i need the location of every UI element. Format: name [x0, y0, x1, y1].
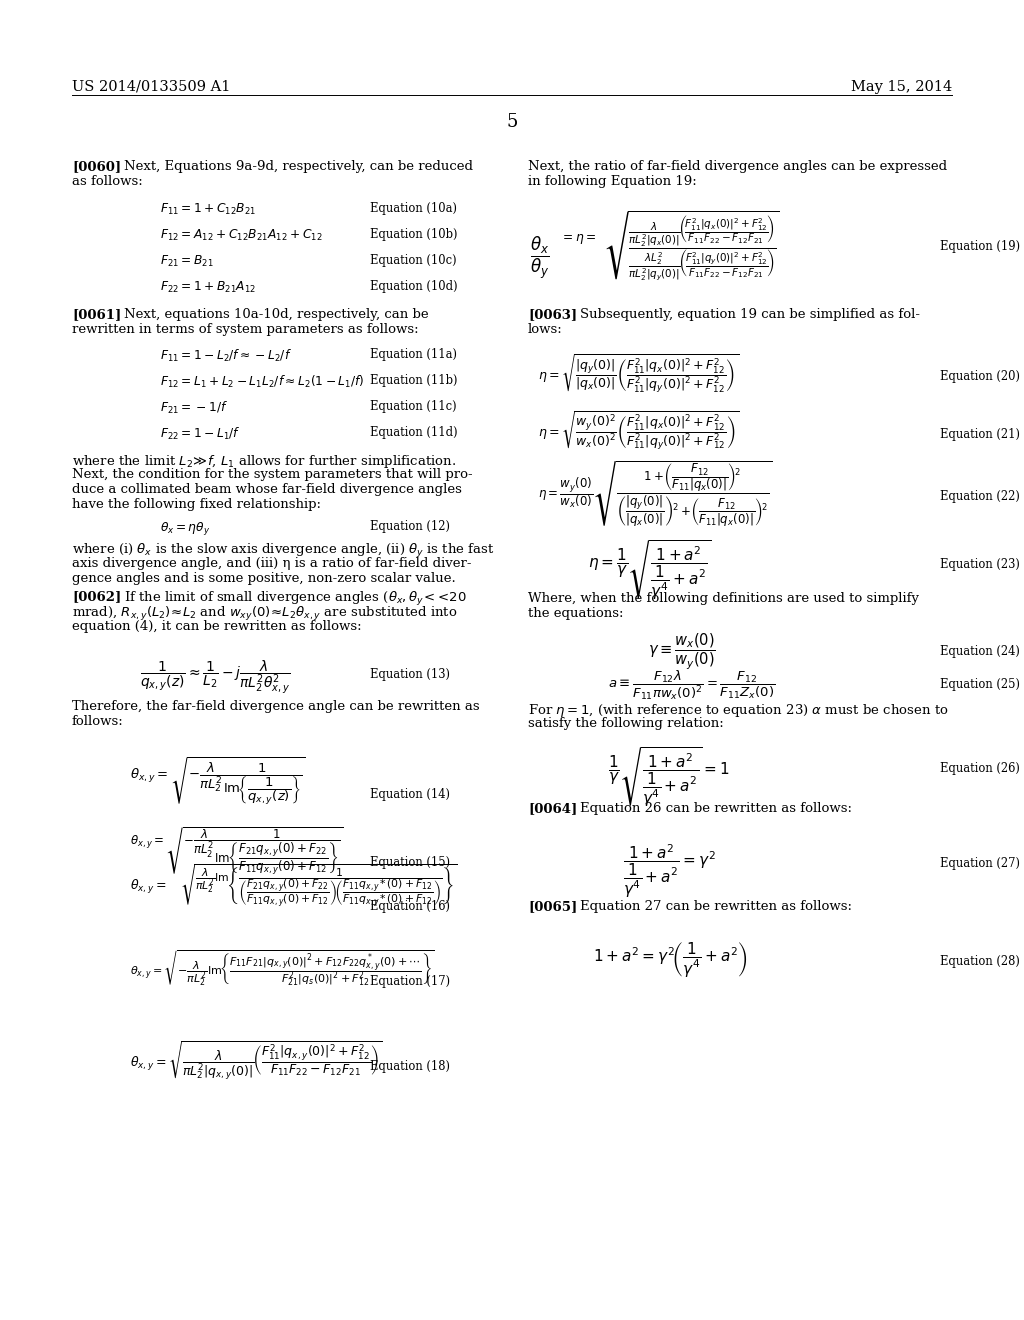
- Text: $F_{22}=1+B_{21}A_{12}$: $F_{22}=1+B_{21}A_{12}$: [160, 280, 256, 296]
- Text: $= \eta =$: $= \eta =$: [560, 232, 596, 246]
- Text: Equation (11c): Equation (11c): [370, 400, 457, 413]
- Text: Equation (11a): Equation (11a): [370, 348, 457, 360]
- Text: Next, the ratio of far-field divergence angles can be expressed: Next, the ratio of far-field divergence …: [528, 160, 947, 173]
- Text: $\dfrac{1}{q_{x,y}(z)} \approx \dfrac{1}{L_2} - j\dfrac{\lambda}{\pi L_2^2 \thet: $\dfrac{1}{q_{x,y}(z)} \approx \dfrac{1}…: [140, 657, 291, 696]
- Text: Equation (13): Equation (13): [370, 668, 450, 681]
- Text: [0062]: [0062]: [72, 590, 121, 603]
- Text: Equation (17): Equation (17): [370, 975, 451, 987]
- Text: Equation (10d): Equation (10d): [370, 280, 458, 293]
- Text: $\dfrac{1+a^2}{\dfrac{1}{\gamma^4}+a^2} = \gamma^2$: $\dfrac{1+a^2}{\dfrac{1}{\gamma^4}+a^2} …: [623, 842, 716, 900]
- Text: $\sqrt{\dfrac{\lambda}{\pi L_2^2} \mathrm{Im}\!\left\{\dfrac{1}{\left(\dfrac{F_{: $\sqrt{\dfrac{\lambda}{\pi L_2^2} \mathr…: [180, 862, 458, 909]
- Text: rewritten in terms of system parameters as follows:: rewritten in terms of system parameters …: [72, 323, 419, 337]
- Text: Equation (10a): Equation (10a): [370, 202, 457, 215]
- Text: Equation (26): Equation (26): [940, 762, 1020, 775]
- Text: equation (4), it can be rewritten as follows:: equation (4), it can be rewritten as fol…: [72, 620, 361, 634]
- Text: Next, Equations 9a-9d, respectively, can be reduced: Next, Equations 9a-9d, respectively, can…: [124, 160, 473, 173]
- Text: $F_{12}=A_{12}+C_{12}B_{21}A_{12}+C_{12}$: $F_{12}=A_{12}+C_{12}B_{21}A_{12}+C_{12}…: [160, 228, 323, 243]
- Text: follows:: follows:: [72, 715, 124, 729]
- Text: $\eta = \sqrt{\dfrac{w_y(0)^2}{w_x(0)^2}\left(\dfrac{F_{11}^2|q_x(0)|^2+F_{12}^2: $\eta = \sqrt{\dfrac{w_y(0)^2}{w_x(0)^2}…: [538, 411, 739, 451]
- Text: the equations:: the equations:: [528, 607, 624, 620]
- Text: $\theta_x=\eta\theta_y$: $\theta_x=\eta\theta_y$: [160, 520, 210, 537]
- Text: $F_{12}=L_1+L_2-L_1L_2/f\approx L_2(1-L_1/f)$: $F_{12}=L_1+L_2-L_1L_2/f\approx L_2(1-L_…: [160, 374, 365, 391]
- Text: Equation (27): Equation (27): [940, 857, 1020, 870]
- Text: Equation (10b): Equation (10b): [370, 228, 458, 242]
- Text: $\gamma \equiv \dfrac{w_x(0)}{w_y(0)}$: $\gamma \equiv \dfrac{w_x(0)}{w_y(0)}$: [648, 632, 716, 672]
- Text: Therefore, the far-field divergence angle can be rewritten as: Therefore, the far-field divergence angl…: [72, 700, 479, 713]
- Text: Next, equations 10a-10d, respectively, can be: Next, equations 10a-10d, respectively, c…: [124, 308, 429, 321]
- Text: Equation (24): Equation (24): [940, 645, 1020, 657]
- Text: $F_{22}=1-L_1/f$: $F_{22}=1-L_1/f$: [160, 426, 241, 442]
- Text: mrad), $R_{x,y}(L_2)\!\approx\!L_2$ and $w_{xy}(0)\!\approx\!L_2\theta_{x,y}$ ar: mrad), $R_{x,y}(L_2)\!\approx\!L_2$ and …: [72, 605, 458, 623]
- Text: Equation 26 can be rewritten as follows:: Equation 26 can be rewritten as follows:: [580, 803, 852, 814]
- Text: $\eta = \dfrac{1}{\gamma}\sqrt{\dfrac{1+a^2}{\dfrac{1}{\gamma^4}+a^2}}$: $\eta = \dfrac{1}{\gamma}\sqrt{\dfrac{1+…: [588, 539, 712, 602]
- Text: Equation (20): Equation (20): [940, 370, 1020, 383]
- Text: Equation (28): Equation (28): [940, 954, 1020, 968]
- Text: Subsequently, equation 19 can be simplified as fol-: Subsequently, equation 19 can be simplif…: [580, 308, 920, 321]
- Text: Equation (14): Equation (14): [370, 788, 450, 801]
- Text: [0064]: [0064]: [528, 803, 578, 814]
- Text: [0065]: [0065]: [528, 900, 578, 913]
- Text: For $\eta=1$, (with reference to equation 23) $\alpha$ must be chosen to: For $\eta=1$, (with reference to equatio…: [528, 702, 949, 719]
- Text: Equation (18): Equation (18): [370, 1060, 450, 1073]
- Text: Next, the condition for the system parameters that will pro-: Next, the condition for the system param…: [72, 469, 473, 480]
- Text: duce a collimated beam whose far-field divergence angles: duce a collimated beam whose far-field d…: [72, 483, 462, 496]
- Text: Equation (21): Equation (21): [940, 428, 1020, 441]
- Text: Equation (25): Equation (25): [940, 678, 1020, 690]
- Text: Equation (11d): Equation (11d): [370, 426, 458, 440]
- Text: Where, when the following definitions are used to simplify: Where, when the following definitions ar…: [528, 591, 919, 605]
- Text: $F_{21}=B_{21}$: $F_{21}=B_{21}$: [160, 253, 214, 269]
- Text: lows:: lows:: [528, 323, 563, 337]
- Text: Equation (10c): Equation (10c): [370, 253, 457, 267]
- Text: $F_{11}=1+C_{12}B_{21}$: $F_{11}=1+C_{12}B_{21}$: [160, 202, 256, 216]
- Text: Equation (15): Equation (15): [370, 855, 451, 869]
- Text: [0063]: [0063]: [528, 308, 578, 321]
- Text: Equation (23): Equation (23): [940, 558, 1020, 572]
- Text: US 2014/0133509 A1: US 2014/0133509 A1: [72, 81, 230, 94]
- Text: Equation (12): Equation (12): [370, 520, 450, 533]
- Text: as follows:: as follows:: [72, 176, 142, 187]
- Text: $\theta_{x,y} =$: $\theta_{x,y} =$: [130, 878, 167, 896]
- Text: [0060]: [0060]: [72, 160, 121, 173]
- Text: Equation (19): Equation (19): [940, 240, 1020, 253]
- Text: $\theta_{x,y} = \sqrt{-\dfrac{\lambda}{\pi L_2^2} \mathrm{Im}\!\left\{\dfrac{F_{: $\theta_{x,y} = \sqrt{-\dfrac{\lambda}{\…: [130, 948, 435, 987]
- Text: [0061]: [0061]: [72, 308, 121, 321]
- Text: $\eta = \dfrac{w_y(0)}{w_x(0)}\sqrt{\dfrac{1+\!\left(\dfrac{F_{12}}{F_{11}|q_x(0: $\eta = \dfrac{w_y(0)}{w_x(0)}\sqrt{\dfr…: [538, 459, 772, 529]
- Text: Equation (16): Equation (16): [370, 900, 450, 913]
- Text: $\theta_{x,y} = \sqrt{-\dfrac{\lambda}{\pi L_2^2} \dfrac{1}{\mathrm{Im}\!\left\{: $\theta_{x,y} = \sqrt{-\dfrac{\lambda}{\…: [130, 755, 306, 807]
- Text: $\sqrt{\dfrac{\dfrac{\lambda}{\pi L_2^2|q_x(0)|}\!\left(\!\dfrac{F_{11}^2|q_x(0): $\sqrt{\dfrac{\dfrac{\lambda}{\pi L_2^2|…: [603, 210, 779, 284]
- Text: Equation (22): Equation (22): [940, 490, 1020, 503]
- Text: gence angles and is some positive, non-zero scalar value.: gence angles and is some positive, non-z…: [72, 572, 456, 585]
- Text: $\theta_{x,y} = \sqrt{-\dfrac{\lambda}{\pi L_2^2} \dfrac{1}{\mathrm{Im}\!\left\{: $\theta_{x,y} = \sqrt{-\dfrac{\lambda}{\…: [130, 826, 343, 876]
- Text: $\dfrac{\theta_x}{\theta_y}$: $\dfrac{\theta_x}{\theta_y}$: [530, 235, 550, 281]
- Text: where the limit $L_2\!\gg\!f$, $L_1$ allows for further simplification.: where the limit $L_2\!\gg\!f$, $L_1$ all…: [72, 453, 457, 470]
- Text: $\eta = \sqrt{\dfrac{|q_y(0)|}{|q_x(0)|}\left(\dfrac{F_{11}^2|q_x(0)|^2+F_{12}^2: $\eta = \sqrt{\dfrac{|q_y(0)|}{|q_x(0)|}…: [538, 352, 739, 395]
- Text: where (i) $\theta_x$ is the slow axis divergence angle, (ii) $\theta_y$ is the f: where (i) $\theta_x$ is the slow axis di…: [72, 543, 495, 560]
- Text: If the limit of small divergence angles ($\theta_x,\theta_y\!<\!<\!20$: If the limit of small divergence angles …: [124, 590, 467, 609]
- Text: $a \equiv \dfrac{F_{12}\lambda}{F_{11}\pi w_x(0)^2} = \dfrac{F_{12}}{F_{11}Z_x(0: $a \equiv \dfrac{F_{12}\lambda}{F_{11}\p…: [608, 668, 775, 701]
- Text: $F_{11}=1-L_2/f\approx-L_2/f$: $F_{11}=1-L_2/f\approx-L_2/f$: [160, 348, 292, 364]
- Text: Equation (11b): Equation (11b): [370, 374, 458, 387]
- Text: $\dfrac{1}{\gamma}\sqrt{\dfrac{1+a^2}{\dfrac{1}{\gamma^4}+a^2}} = 1$: $\dfrac{1}{\gamma}\sqrt{\dfrac{1+a^2}{\d…: [608, 744, 730, 809]
- Text: have the following fixed relationship:: have the following fixed relationship:: [72, 498, 321, 511]
- Text: $1+a^2 = \gamma^2\!\left(\dfrac{1}{\gamma^4}+a^2\right)$: $1+a^2 = \gamma^2\!\left(\dfrac{1}{\gamm…: [593, 940, 748, 979]
- Text: $\theta_{x,y} = \sqrt{\dfrac{\lambda}{\pi L_2^2|q_{x,y}(0)|}\!\left(\dfrac{F_{11: $\theta_{x,y} = \sqrt{\dfrac{\lambda}{\p…: [130, 1040, 383, 1082]
- Text: axis divergence angle, and (iii) η is a ratio of far-field diver-: axis divergence angle, and (iii) η is a …: [72, 557, 471, 570]
- Text: May 15, 2014: May 15, 2014: [851, 81, 952, 94]
- Text: $F_{21}=-1/f$: $F_{21}=-1/f$: [160, 400, 228, 416]
- Text: Equation 27 can be rewritten as follows:: Equation 27 can be rewritten as follows:: [580, 900, 852, 913]
- Text: satisfy the following relation:: satisfy the following relation:: [528, 717, 724, 730]
- Text: 5: 5: [506, 114, 518, 131]
- Text: in following Equation 19:: in following Equation 19:: [528, 176, 696, 187]
